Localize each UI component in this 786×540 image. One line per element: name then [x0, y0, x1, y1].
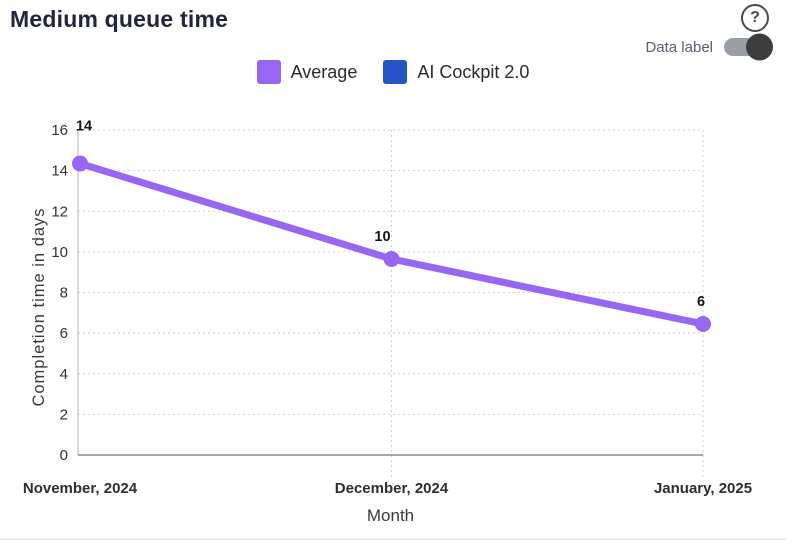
x-tick-label: December, 2024 — [335, 480, 449, 497]
data-point-label: 6 — [697, 294, 705, 310]
y-tick-label: 0 — [60, 447, 68, 464]
x-tick-label: January, 2025 — [654, 480, 752, 497]
data-point — [383, 250, 400, 267]
legend-swatch-icon — [256, 60, 281, 84]
y-tick-label: 2 — [60, 406, 68, 423]
y-tick-label: 14 — [51, 163, 68, 180]
toggle-knob-icon — [746, 33, 773, 61]
data-label-control: Data label — [645, 33, 773, 61]
y-tick-label: 10 — [51, 244, 68, 261]
legend-item-ai-cockpit-2-0[interactable]: AI Cockpit 2.0 — [383, 60, 529, 84]
data-point — [72, 155, 88, 172]
y-tick-label: 12 — [51, 203, 68, 220]
y-tick-label: 16 — [51, 122, 68, 139]
data-point — [695, 315, 711, 332]
series-line-average — [76, 160, 707, 328]
legend: Average AI Cockpit 2.0 — [0, 60, 786, 84]
data-point-label: 10 — [374, 229, 390, 245]
y-tick-label: 8 — [60, 285, 68, 302]
data-point-label: 14 — [76, 119, 92, 135]
line-chart: 0 2 4 6 8 10 12 14 16 November, 2024 December, 202… — [23, 119, 752, 525]
data-label-toggle[interactable] — [724, 33, 773, 61]
y-tick-label: 4 — [60, 366, 68, 383]
y-tick-label: 6 — [60, 325, 68, 342]
help-icon[interactable]: ? — [741, 4, 769, 32]
x-tick-label: November, 2024 — [23, 480, 138, 497]
data-label-toggle-label: Data label — [645, 38, 713, 56]
legend-swatch-icon — [383, 60, 408, 84]
x-axis-title: Month — [367, 506, 414, 525]
legend-label: AI Cockpit 2.0 — [417, 61, 530, 82]
legend-item-average[interactable]: Average — [256, 60, 358, 84]
y-axis-title: Completion time in days — [30, 207, 48, 406]
legend-label: Average — [290, 61, 358, 82]
page-title: Medium queue time — [10, 6, 229, 32]
